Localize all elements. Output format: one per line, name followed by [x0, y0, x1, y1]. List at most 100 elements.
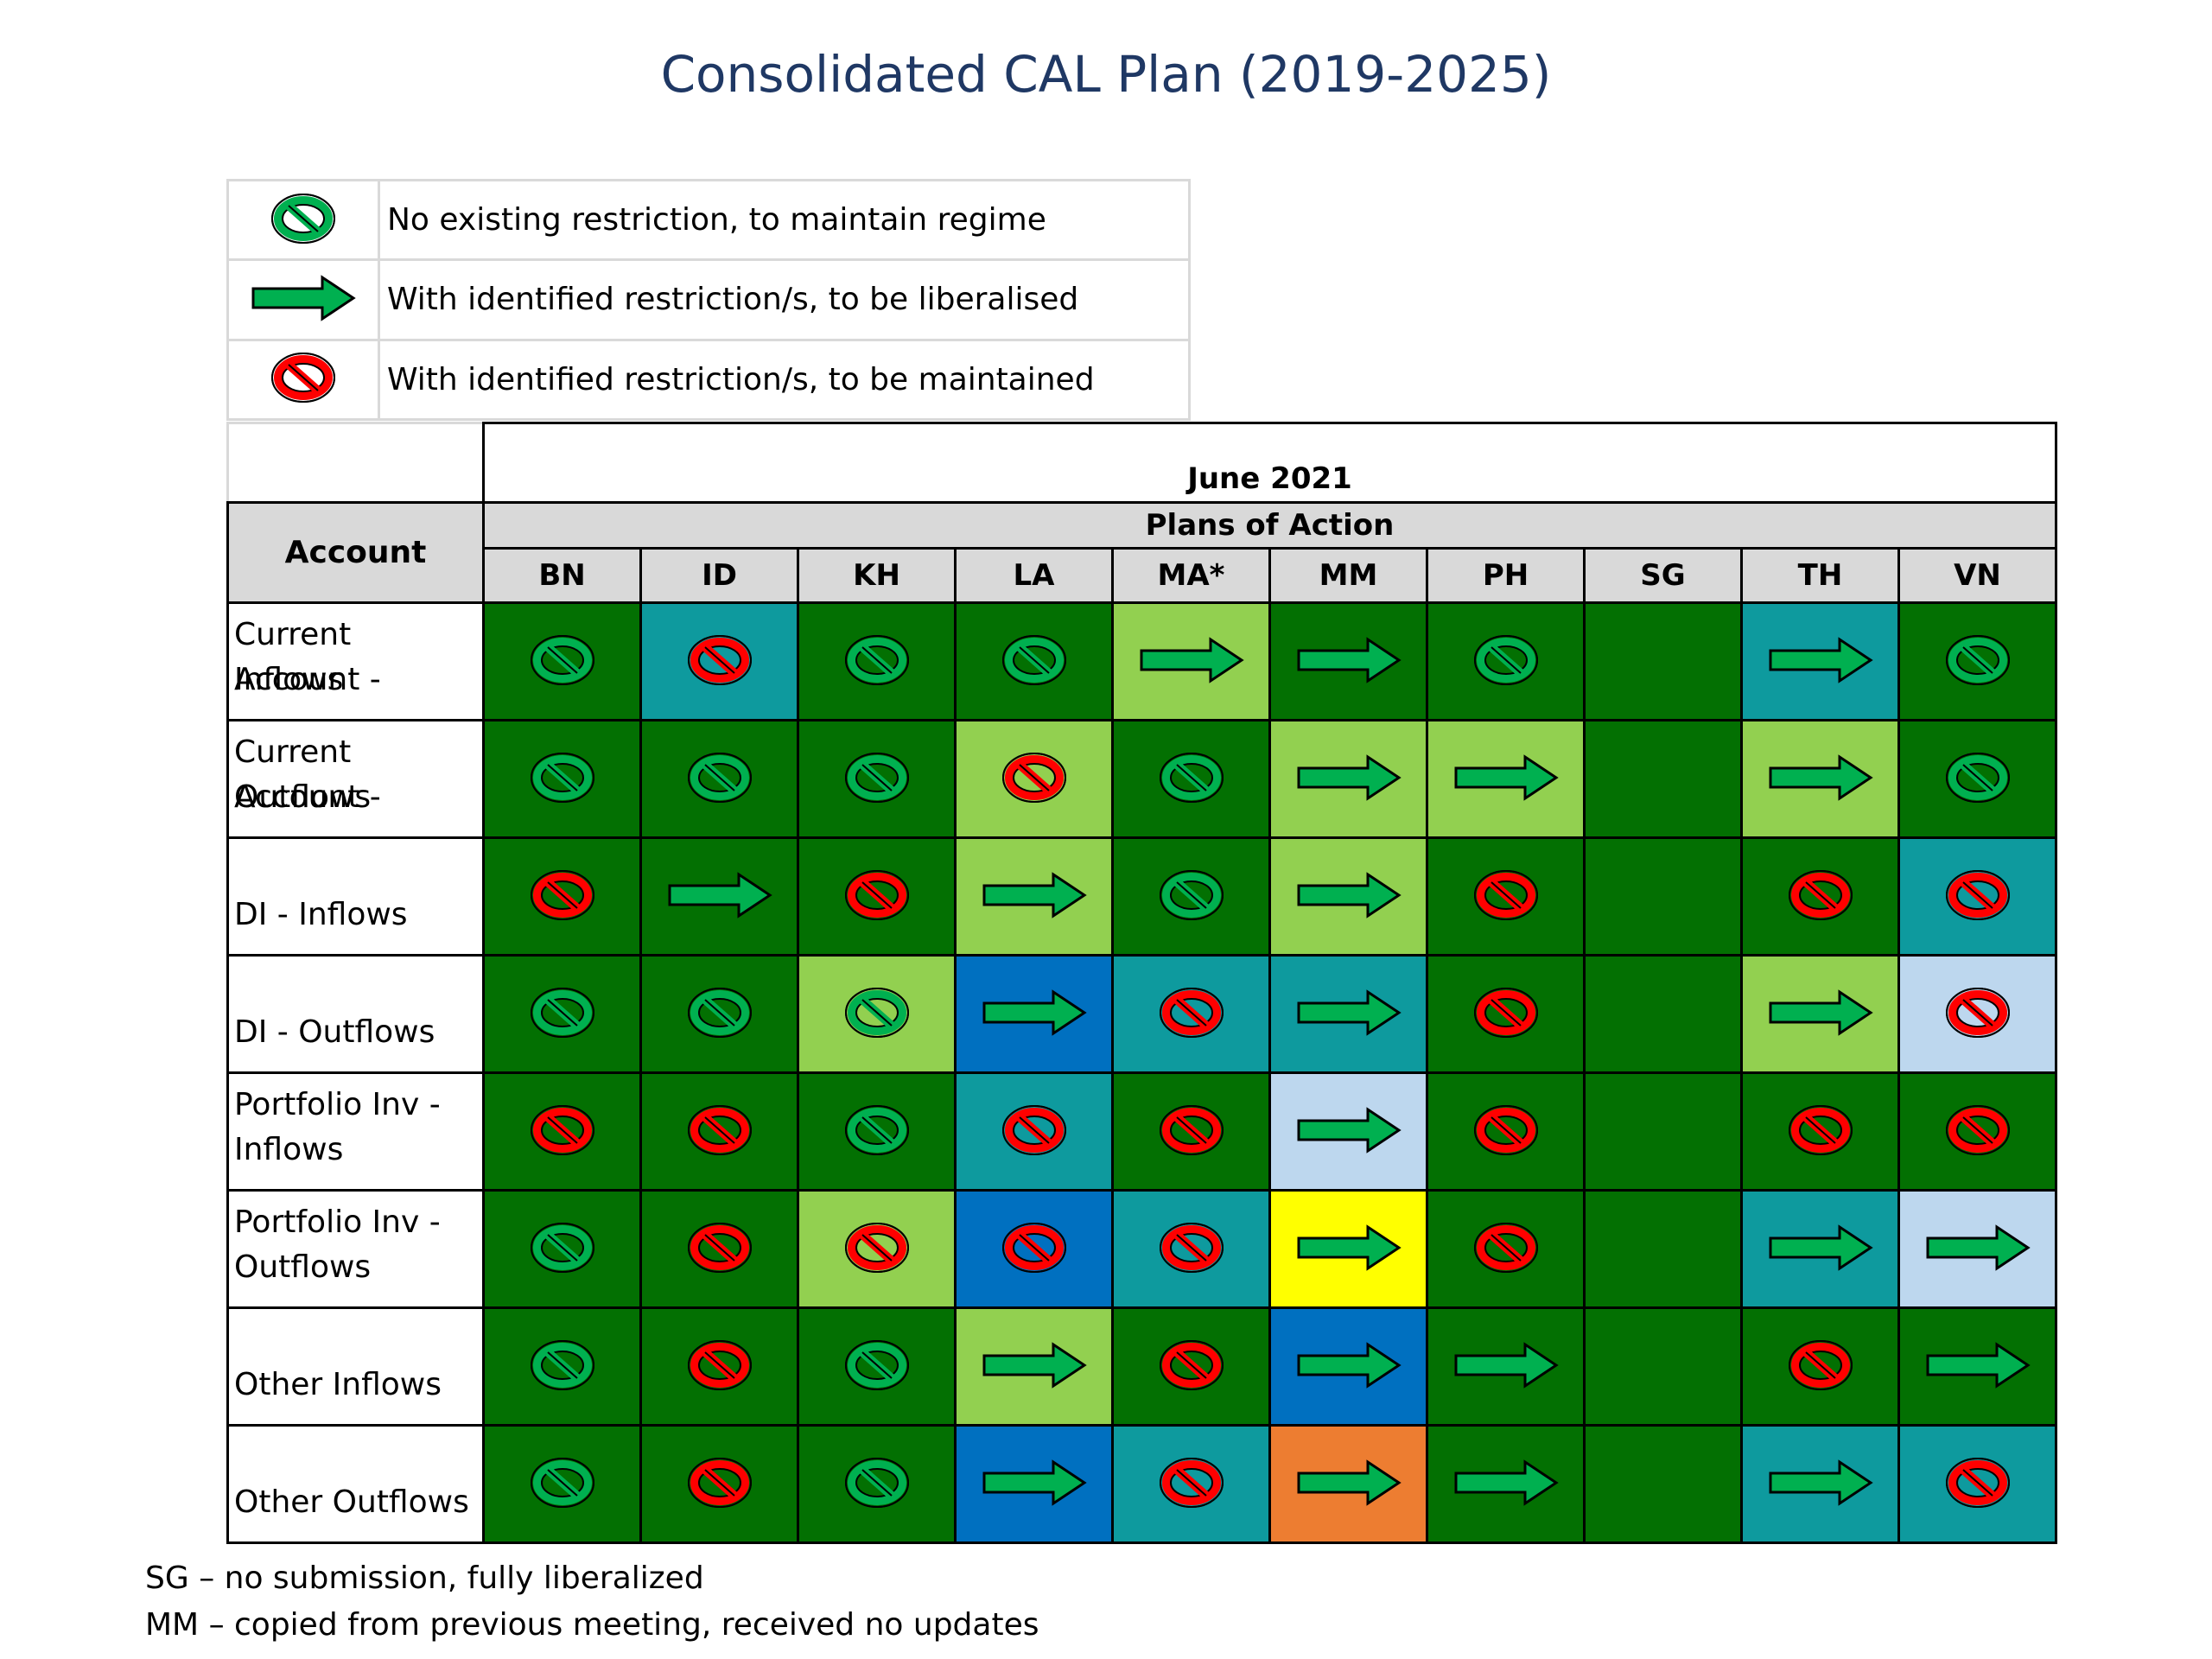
- plan-cell-la: [954, 1189, 1114, 1309]
- plan-cell-bn: [482, 1424, 642, 1544]
- plan-cell-bn: [482, 719, 642, 839]
- plan-cell-vn: [1897, 719, 2057, 839]
- plan-cell-id: [639, 836, 799, 957]
- green-arrow-icon: [1295, 636, 1402, 688]
- plan-cell-th: [1740, 601, 1900, 721]
- green-arrow-icon: [981, 1341, 1088, 1393]
- plan-cell-th: [1740, 836, 1900, 957]
- plan-cell-ma: [1111, 1306, 1271, 1427]
- date-row: June 2021: [226, 422, 2057, 504]
- account-label-line: Other Inflows: [234, 1367, 442, 1402]
- country-header: BN: [482, 547, 642, 604]
- red-prohibit-icon: [1156, 1454, 1227, 1515]
- plan-cell-id: [639, 1306, 799, 1427]
- green-arrow-icon: [1452, 753, 1560, 805]
- plan-cell-mm: [1268, 1424, 1428, 1544]
- country-header: SG: [1583, 547, 1743, 604]
- green-arrow-icon: [1452, 1459, 1560, 1510]
- table-row: Current Account - Outflows: [226, 719, 2057, 839]
- plan-cell-vn: [1897, 1424, 2057, 1544]
- account-label-line: [234, 1435, 482, 1480]
- plan-cell-mm: [1268, 954, 1428, 1074]
- plan-cell-ph: [1426, 601, 1586, 721]
- plan-cell-th: [1740, 954, 1900, 1074]
- account-label-line: Inflows: [234, 662, 344, 697]
- green-prohibit-icon: [842, 749, 912, 810]
- account-label-line: Portfolio Inv -: [234, 1205, 441, 1240]
- country-header: TH: [1740, 547, 1900, 604]
- plan-cell-th: [1740, 1424, 1900, 1544]
- plan-cell-ma: [1111, 719, 1271, 839]
- plan-cell-sg: [1583, 1424, 1743, 1544]
- plan-cell-kh: [797, 1424, 957, 1544]
- account-label-line: Inflows: [234, 1132, 344, 1167]
- blank-corner: [226, 422, 485, 504]
- plan-cell-bn: [482, 1306, 642, 1427]
- country-header: MA*: [1111, 547, 1271, 604]
- plan-cell-ma: [1111, 836, 1271, 957]
- plan-cell-sg: [1583, 719, 1743, 839]
- plan-cell-th: [1740, 1306, 1900, 1427]
- green-prohibit-icon: [842, 1337, 912, 1397]
- plan-cell-sg: [1583, 1189, 1743, 1309]
- plan-cell-kh: [797, 1071, 957, 1192]
- plan-cell-sg: [1583, 954, 1743, 1074]
- green-prohibit-icon: [842, 1102, 912, 1162]
- account-label-line: Portfolio Inv -: [234, 1087, 441, 1122]
- plan-cell-la: [954, 719, 1114, 839]
- plan-cell-mm: [1268, 836, 1428, 957]
- red-prohibit-icon: [1471, 1219, 1541, 1280]
- account-label-line: [234, 965, 482, 1010]
- table-row: Portfolio Inv - Outflows: [226, 1189, 2057, 1309]
- plan-cell-la: [954, 1424, 1114, 1544]
- plan-cell-ma: [1111, 601, 1271, 721]
- red-prohibit-icon: [268, 349, 339, 410]
- plan-cell-mm: [1268, 1071, 1428, 1192]
- green-arrow-icon: [1924, 1341, 2031, 1393]
- green-prohibit-icon: [527, 632, 598, 692]
- plan-cell-mm: [1268, 1189, 1428, 1309]
- table-row: DI - Inflows: [226, 836, 2057, 957]
- account-label: DI - Outflows: [226, 954, 485, 1074]
- plan-cell-ma: [1111, 954, 1271, 1074]
- table-row: Other Outflows: [226, 1424, 2057, 1544]
- country-header: MM: [1268, 547, 1428, 604]
- plan-cell-th: [1740, 1189, 1900, 1309]
- plan-cell-th: [1740, 1071, 1900, 1192]
- plan-cell-ph: [1426, 719, 1586, 839]
- plan-cell-kh: [797, 1189, 957, 1309]
- plan-cell-id: [639, 1189, 799, 1309]
- red-prohibit-icon: [1785, 1337, 1856, 1397]
- account-header: Account: [226, 501, 485, 604]
- plan-cell-sg: [1583, 601, 1743, 721]
- plans-row: Account Plans of Action: [226, 501, 2057, 604]
- plan-cell-id: [639, 1071, 799, 1192]
- table-row: DI - Outflows: [226, 954, 2057, 1074]
- red-prohibit-icon: [1471, 867, 1541, 927]
- red-prohibit-icon: [527, 1102, 598, 1162]
- plan-cell-vn: [1897, 954, 2057, 1074]
- plan-cell-ph: [1426, 1071, 1586, 1192]
- red-prohibit-icon: [842, 867, 912, 927]
- account-label-line: Outflows: [234, 779, 372, 815]
- country-header: LA: [954, 547, 1114, 604]
- green-prohibit-icon: [1156, 867, 1227, 927]
- footnotes: SG – no submission, fully liberalized MM…: [145, 1555, 1039, 1649]
- red-prohibit-icon: [527, 867, 598, 927]
- green-arrow-icon: [1295, 1341, 1402, 1393]
- plan-cell-kh: [797, 954, 957, 1074]
- plan-cell-id: [639, 1424, 799, 1544]
- plan-cell-mm: [1268, 719, 1428, 839]
- page-title: Consolidated CAL Plan (2019-2025): [660, 45, 1552, 104]
- plan-cell-id: [639, 601, 799, 721]
- green-arrow-icon: [1295, 1224, 1402, 1275]
- country-header: VN: [1897, 547, 2057, 604]
- green-prohibit-icon: [527, 749, 598, 810]
- green-arrow-icon: [250, 274, 357, 326]
- red-prohibit-icon: [1942, 1102, 2013, 1162]
- plan-cell-kh: [797, 719, 957, 839]
- red-prohibit-icon: [684, 1454, 755, 1515]
- plan-cell-vn: [1897, 601, 2057, 721]
- legend-row: With identified restriction/s, to be mai…: [226, 338, 1191, 422]
- green-prohibit-icon: [684, 984, 755, 1045]
